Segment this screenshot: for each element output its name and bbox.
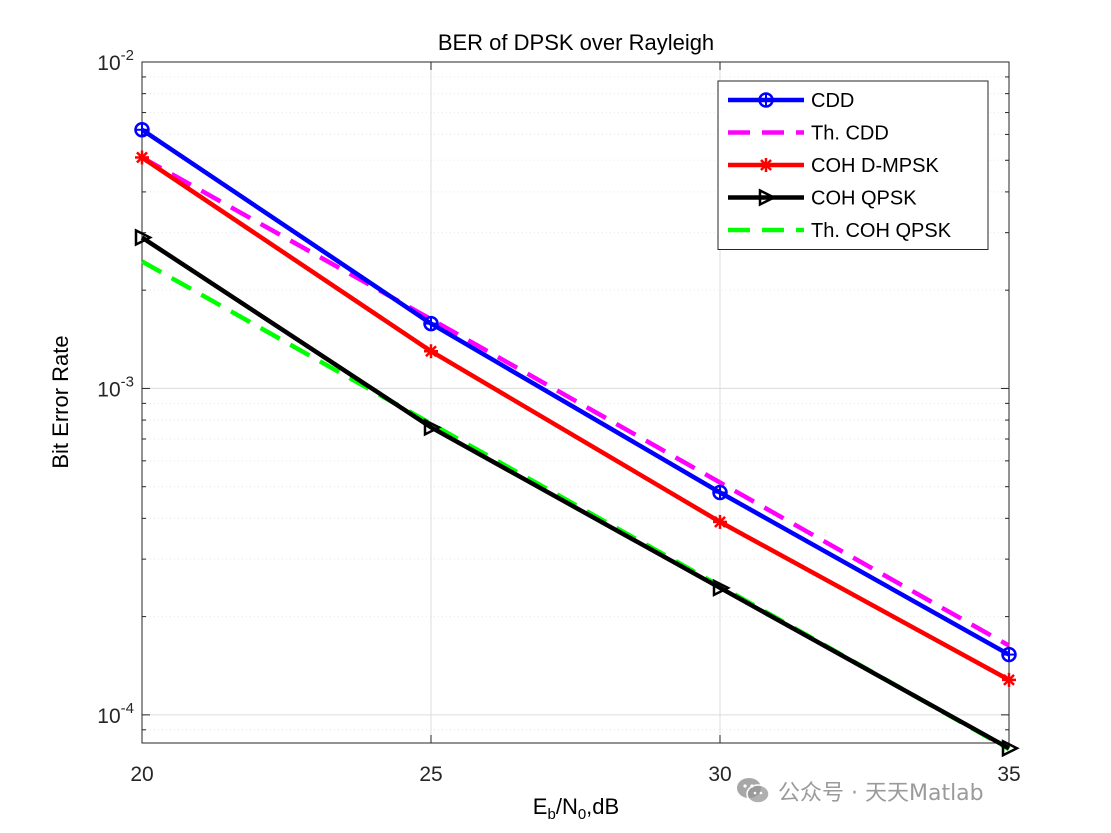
legend-item: COH QPSK bbox=[728, 188, 917, 210]
data-point-marker bbox=[423, 418, 442, 437]
legend-item: COH D-MPSK bbox=[728, 155, 939, 177]
legend-label: COH QPSK bbox=[811, 188, 917, 210]
legend-item: Th. CDD bbox=[728, 123, 889, 145]
data-point-marker bbox=[1001, 739, 1020, 758]
series-coh-qpsk bbox=[134, 228, 1020, 758]
series-cdd bbox=[134, 122, 1017, 663]
data-point-marker bbox=[758, 188, 777, 207]
axes-border bbox=[141, 61, 1010, 744]
series-coh-d-mpsk bbox=[135, 150, 1016, 687]
grid bbox=[141, 61, 1010, 743]
legend-label: CDD bbox=[811, 90, 854, 112]
data-point-marker bbox=[136, 151, 148, 164]
data-point-marker bbox=[760, 159, 772, 171]
x-axis: 20 25 30 35 bbox=[130, 62, 1021, 786]
series-line bbox=[140, 155, 1011, 648]
y-tick-label: 10-4 bbox=[97, 700, 134, 728]
series-group bbox=[134, 122, 1020, 758]
x-tick-label: 30 bbox=[708, 763, 731, 786]
legend: CDD Th. CDD COH D-MPSK COH QPSK Th. COH QPSK bbox=[717, 80, 989, 250]
series-line bbox=[140, 235, 1011, 751]
data-point-marker bbox=[714, 515, 726, 528]
legend-label: COH D-MPSK bbox=[811, 155, 939, 177]
watermark: 公众号 · 天天Matlab bbox=[736, 772, 984, 810]
series-th-cdd bbox=[140, 155, 1011, 648]
y-tick-label: 10-3 bbox=[97, 373, 134, 401]
legend-item: CDD bbox=[728, 90, 854, 112]
legend-label: Th. COH QPSK bbox=[811, 220, 952, 242]
legend-label: Th. CDD bbox=[811, 123, 889, 145]
axes-frame bbox=[141, 61, 1010, 744]
data-point-marker bbox=[712, 578, 731, 597]
data-point-marker bbox=[134, 228, 153, 247]
series-line bbox=[140, 127, 1011, 657]
x-axis-label: Eb/N0,dB bbox=[533, 794, 619, 823]
y-axis: 10-2 10-3 10-4 bbox=[97, 47, 1009, 731]
y-axis-label: Bit Error Rate bbox=[48, 335, 73, 468]
data-point-marker bbox=[425, 345, 437, 358]
x-tick-label: 20 bbox=[130, 763, 153, 786]
y-tick-label: 10-2 bbox=[97, 47, 134, 75]
x-tick-label: 25 bbox=[419, 763, 442, 786]
watermark-text: 公众号 · 天天Matlab bbox=[778, 781, 984, 806]
x-tick-label: 35 bbox=[997, 763, 1020, 786]
wechat-icon bbox=[737, 778, 770, 804]
series-line bbox=[140, 155, 1011, 682]
data-point-marker bbox=[1003, 673, 1015, 686]
legend-item: Th. COH QPSK bbox=[728, 220, 952, 242]
chart-title: BER of DPSK over Rayleigh bbox=[438, 30, 714, 55]
